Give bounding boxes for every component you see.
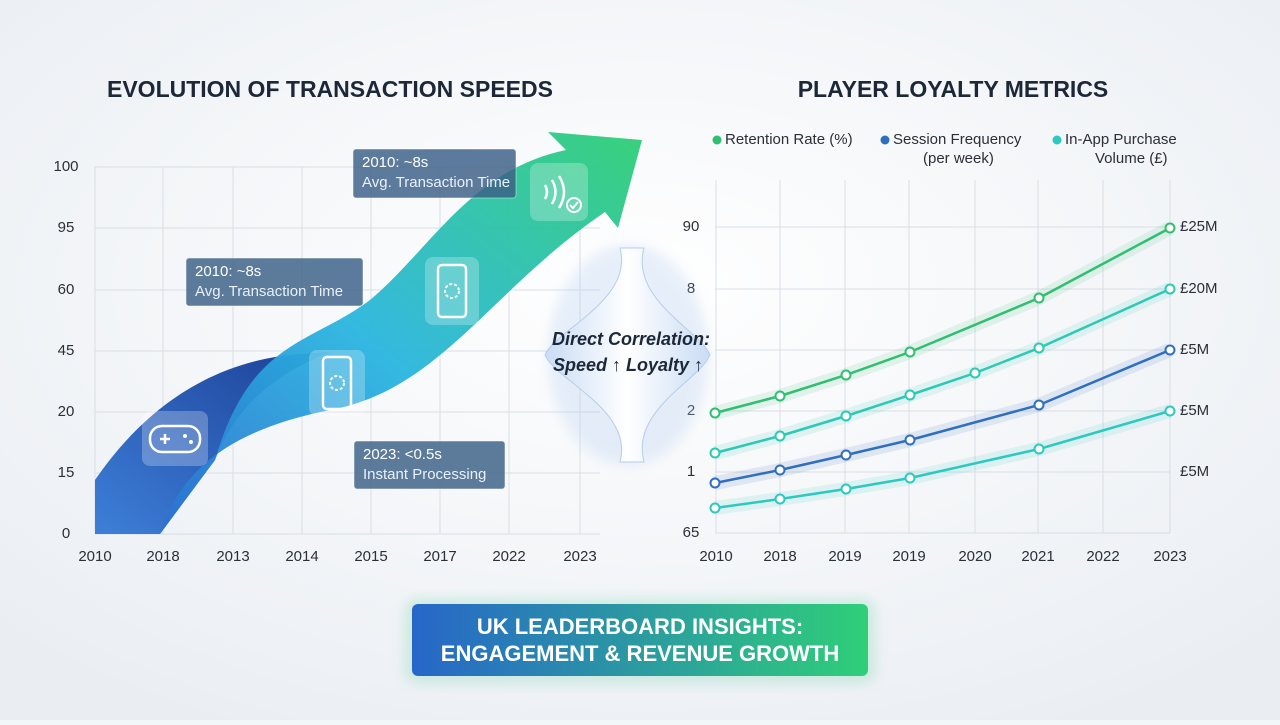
y-tick-label: 100: [53, 158, 78, 175]
x-tick-label: 2015: [354, 548, 387, 565]
y-tick-label: 0: [62, 525, 70, 542]
line-point: [1164, 222, 1176, 234]
legend-label: In-App Purchase: [1065, 131, 1177, 148]
y2-tick-label: £5M: [1180, 463, 1209, 480]
line-point: [1164, 344, 1176, 356]
right-title: PLAYER LOYALTY METRICS: [798, 76, 1109, 102]
callout-title: 2023: <0.5s: [363, 446, 442, 463]
line-point: [1033, 443, 1045, 455]
banner: [412, 604, 868, 676]
line-point: [709, 407, 721, 419]
banner-text: ENGAGEMENT & REVENUE GROWTH: [441, 641, 839, 666]
x-tick-label: 2019: [828, 548, 861, 565]
line-point: [840, 410, 852, 422]
line-point: [840, 369, 852, 381]
y2-tick-label: £5M: [1180, 402, 1209, 419]
gamepad-icon: [142, 411, 208, 466]
x-tick-label: 2013: [216, 548, 249, 565]
callout-title: 2010: ~8s: [362, 154, 428, 171]
line-point: [709, 502, 721, 514]
y2-tick-label: £5M: [1180, 341, 1209, 358]
line: [714, 226, 1171, 415]
callout-box: [352, 148, 517, 199]
y2-tick-label: £20M: [1180, 280, 1218, 297]
y2-tick-label: £25M: [1180, 218, 1218, 235]
x-tick-label: 2023: [1153, 548, 1186, 565]
legend-label: Session Frequency: [893, 131, 1022, 148]
x-tick-label: 2018: [146, 548, 179, 565]
banner-text: UK LEADERBOARD INSIGHTS:: [477, 614, 803, 639]
x-tick-label: 2017: [423, 548, 456, 565]
line-point: [774, 464, 786, 476]
line: [714, 348, 1171, 485]
callout-title: 2010: ~8s: [195, 263, 261, 280]
line-point: [1033, 342, 1045, 354]
x-tick-label: 2020: [958, 548, 991, 565]
phone-icon: [425, 257, 479, 325]
center-text: Speed ↑ Loyalty ↑: [553, 355, 703, 375]
line-point: [840, 449, 852, 461]
callout-box: [185, 257, 364, 307]
y-tick-label: 60: [58, 281, 75, 298]
y-tick-label: 45: [58, 342, 75, 359]
line-point: [1033, 399, 1045, 411]
y-tick-label: 15: [58, 464, 75, 481]
x-tick-label: 2021: [1021, 548, 1054, 565]
y-tick-label: 65: [683, 524, 700, 541]
line: [714, 409, 1171, 510]
legend-dot: [880, 135, 890, 145]
line-point: [904, 346, 916, 358]
legend-label: Volume (£): [1095, 150, 1168, 167]
x-tick-label: 2022: [492, 548, 525, 565]
x-tick-label: 2010: [78, 548, 111, 565]
y-tick-label: 90: [683, 218, 700, 235]
legend-dot: [1052, 135, 1062, 145]
callout-box: [353, 440, 506, 490]
y-tick-label: 20: [58, 403, 75, 420]
line-point: [904, 434, 916, 446]
line-point: [1164, 283, 1176, 295]
line-point: [709, 477, 721, 489]
y-tick-label: 95: [58, 219, 75, 236]
legend-label: Retention Rate (%): [725, 131, 853, 148]
x-tick-label: 2023: [563, 548, 596, 565]
legend-dot: [712, 135, 722, 145]
line-point: [1033, 292, 1045, 304]
line-point: [774, 493, 786, 505]
phone-icon: [309, 350, 365, 416]
callout-text: Avg. Transaction Time: [195, 283, 343, 300]
line-point: [904, 472, 916, 484]
dark-ribbon: [95, 352, 330, 534]
x-tick-label: 2019: [892, 548, 925, 565]
line-point: [840, 483, 852, 495]
line-point: [904, 389, 916, 401]
x-tick-label: 2014: [285, 548, 318, 565]
left-title: EVOLUTION OF TRANSACTION SPEEDS: [107, 76, 553, 102]
x-tick-label: 2022: [1086, 548, 1119, 565]
speed-ribbon: [160, 132, 642, 534]
callout-text: Avg. Transaction Time: [362, 174, 510, 191]
center-text: Direct Correlation:: [552, 329, 710, 349]
legend-label: (per week): [923, 150, 994, 167]
line-point: [1164, 405, 1176, 417]
x-tick-label: 2010: [699, 548, 732, 565]
line-point: [969, 367, 981, 379]
hourglass: [544, 247, 711, 463]
callout-text: Instant Processing: [363, 466, 486, 483]
line-point: [709, 447, 721, 459]
line-point: [774, 430, 786, 442]
contactless-icon: [530, 163, 588, 221]
y-tick-label: 1: [687, 463, 695, 480]
x-tick-label: 2018: [763, 548, 796, 565]
line-point: [774, 390, 786, 402]
